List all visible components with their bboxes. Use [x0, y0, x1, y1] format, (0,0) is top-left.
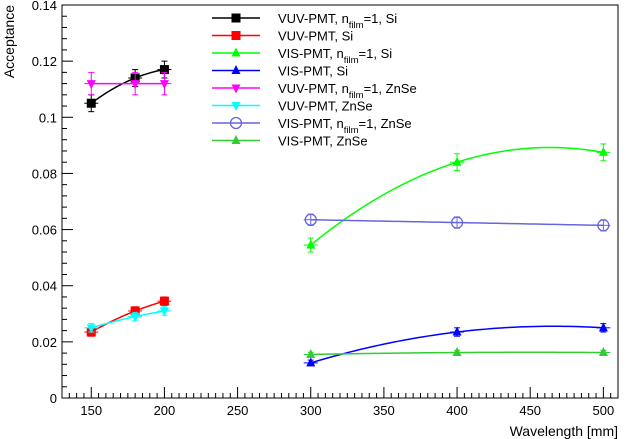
- y-tick-label: 0.1: [39, 110, 57, 125]
- x-tick-label: 350: [373, 403, 395, 418]
- legend-label-prefix: VIS-PMT, n: [278, 46, 344, 61]
- y-tick-label: 0.12: [32, 54, 57, 69]
- data-point: [597, 219, 610, 232]
- legend-entry: VIS-PMT, ZnSe: [212, 134, 368, 149]
- legend-label: VIS-PMT, nfilm=1, ZnSe: [278, 116, 412, 136]
- legend-marker: [231, 13, 241, 23]
- y-tick-label: 0.02: [32, 335, 57, 350]
- legend-label-subscript: film: [344, 55, 359, 66]
- plot-frame: [61, 4, 619, 399]
- x-tick-label: 150: [80, 403, 102, 418]
- legend-entry: VIS-PMT, Si: [212, 64, 348, 79]
- legend-label-prefix: VUV-PMT, n: [278, 81, 349, 96]
- y-tick-label: 0: [50, 391, 57, 406]
- legend-label-prefix: VUV-PMT, n: [278, 11, 349, 26]
- data-point: [86, 80, 96, 90]
- legend-label-suffix: =1, Si: [364, 11, 398, 26]
- legend-label-subscript: film: [349, 20, 364, 31]
- x-tick-label: 250: [227, 403, 249, 418]
- legend-label-prefix: VUV-PMT, ZnSe: [278, 99, 373, 114]
- data-point: [450, 216, 464, 229]
- legend-label: VIS-PMT, Si: [278, 64, 348, 79]
- series-line: [90, 68, 165, 104]
- legend-label-prefix: VIS-PMT, ZnSe: [278, 134, 368, 149]
- legend-label: VUV-PMT, nfilm=1, ZnSe: [278, 81, 417, 101]
- data-point: [304, 213, 317, 226]
- legend-entry: VIS-PMT, nfilm=1, Si: [212, 46, 392, 66]
- legend-label-suffix: =1, Si: [359, 46, 393, 61]
- x-tick-label: 300: [300, 403, 322, 418]
- data-point: [306, 348, 316, 358]
- legend-marker: [231, 84, 241, 94]
- legend-label-subscript: film: [344, 125, 359, 136]
- data-point: [598, 347, 608, 357]
- series-4: [84, 71, 172, 96]
- legend-marker: [231, 31, 241, 40]
- data-point: [159, 307, 169, 317]
- y-tick-label: 0.14: [32, 0, 57, 13]
- data-point: [86, 98, 96, 108]
- data-point: [86, 324, 96, 334]
- legend-label-prefix: VIS-PMT, Si: [278, 64, 348, 79]
- x-tick-label: 400: [446, 403, 468, 418]
- x-tick-label: 450: [519, 403, 541, 418]
- data-point: [130, 80, 140, 90]
- data-point: [306, 239, 316, 249]
- legend-marker: [229, 116, 243, 130]
- series-line: [90, 300, 165, 333]
- legend-entry: VUV-PMT, nfilm=1, ZnSe: [212, 81, 417, 101]
- data-point: [598, 322, 608, 332]
- data-point: [306, 357, 316, 367]
- data-point: [452, 156, 462, 166]
- series-3: [303, 322, 611, 367]
- data-point: [159, 65, 169, 75]
- legend-marker: [231, 65, 241, 74]
- axis-ticks: [62, 4, 612, 399]
- legend-label-prefix: VIS-PMT, n: [278, 116, 344, 131]
- y-tick-label: 0.08: [32, 166, 57, 181]
- series-6: [303, 213, 611, 232]
- legend-entry: VUV-PMT, Si: [212, 29, 353, 44]
- data-point: [159, 80, 169, 90]
- data-point: [452, 326, 462, 336]
- x-tick-label: 500: [593, 403, 615, 418]
- series-0: [84, 60, 172, 113]
- y-tick-label: 0.04: [32, 279, 57, 294]
- data-point: [130, 313, 140, 323]
- series-line: [91, 310, 165, 329]
- legend-label-subscript: film: [349, 90, 364, 101]
- legend-label-prefix: VUV-PMT, Si: [278, 29, 353, 44]
- legend-label: VIS-PMT, ZnSe: [278, 134, 368, 149]
- y-tick-label: 0.06: [32, 223, 57, 238]
- legend-entry: VUV-PMT, nfilm=1, Si: [212, 11, 397, 31]
- tick-labels: 150 200 250 300 350 400 450 500 0 0.02 0.04 0.06 0.0…: [32, 0, 615, 418]
- series-7: [303, 347, 611, 358]
- legend-label: VUV-PMT, nfilm=1, Si: [278, 11, 397, 31]
- data-point: [598, 146, 608, 156]
- legend-label-suffix: =1, ZnSe: [359, 116, 412, 131]
- legend-label: VUV-PMT, ZnSe: [278, 99, 373, 114]
- series-2: [303, 143, 611, 253]
- series-5: [84, 306, 172, 334]
- legend-marker: [231, 102, 241, 111]
- x-tick-label: 200: [154, 403, 176, 418]
- data-point: [159, 296, 169, 306]
- series-1: [84, 296, 172, 337]
- data-point: [452, 347, 462, 357]
- legend-box: [206, 8, 418, 152]
- legend-label: VUV-PMT, Si: [278, 29, 353, 44]
- y-axis-label: Acceptance: [1, 5, 17, 78]
- x-axis-label: Wavelength [mm]: [510, 423, 618, 439]
- data-point: [130, 306, 140, 316]
- legend-marker: [231, 47, 241, 57]
- legend-label: VIS-PMT, nfilm=1, Si: [278, 46, 392, 66]
- series-layer: [84, 60, 611, 367]
- legend-label-suffix: =1, ZnSe: [364, 81, 417, 96]
- legend-marker: [231, 135, 241, 144]
- legend-entry: VUV-PMT, ZnSe: [212, 99, 373, 114]
- legend-entry: VIS-PMT, nfilm=1, ZnSe: [212, 116, 412, 136]
